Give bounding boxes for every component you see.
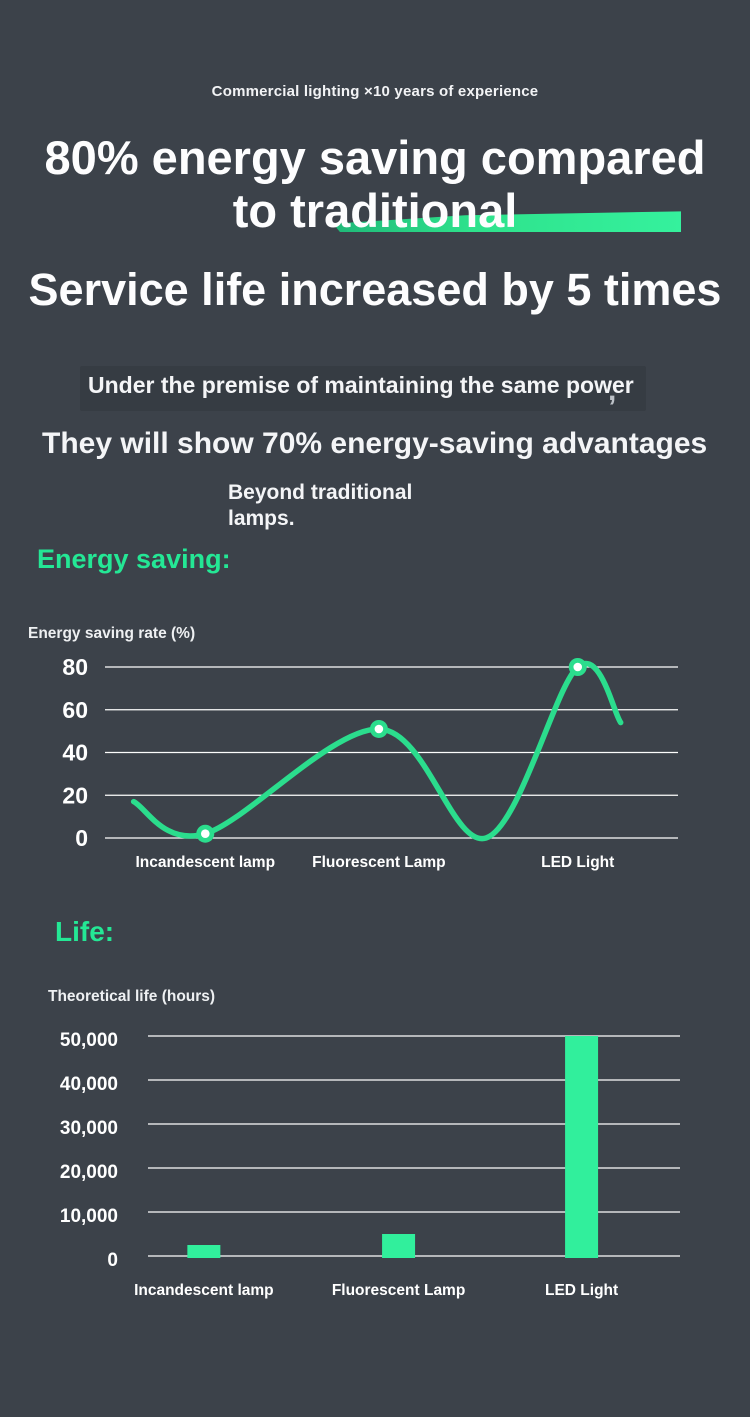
y-tick-label: 0 xyxy=(75,825,88,851)
bar-chart-axis-title: Theoretical life (hours) xyxy=(48,988,216,1005)
y-tick-label: 50,000 xyxy=(60,1030,118,1051)
y-tick-label: 30,000 xyxy=(60,1118,118,1139)
y-tick-label: 20 xyxy=(62,782,88,808)
y-tick-label: 60 xyxy=(62,697,88,723)
premise-comma: , xyxy=(608,374,617,407)
y-tick-label: 40,000 xyxy=(60,1074,118,1095)
beyond-text: Beyond traditional lamps. xyxy=(228,481,413,530)
x-category-label: Fluorescent Lamp xyxy=(312,854,446,871)
life-bar xyxy=(382,1234,416,1258)
x-category-label: LED Light xyxy=(541,854,614,871)
x-category-label: Fluorescent Lamp xyxy=(332,1282,466,1299)
energy-saving-line-chart: 80 60 40 20 0 Incandescent lamp Fluorescent La… xyxy=(62,654,678,871)
x-category-label: Incandescent lamp xyxy=(134,1282,274,1299)
x-category-label: Incandescent lamp xyxy=(136,854,276,871)
y-tick-label: 20,000 xyxy=(60,1162,118,1183)
energy-saving-heading: Energy saving: xyxy=(37,544,231,574)
y-tick-label: 40 xyxy=(62,740,88,766)
x-category-label: LED Light xyxy=(545,1282,618,1299)
curve-marker xyxy=(200,829,210,839)
life-bar xyxy=(187,1245,221,1258)
y-tick-label: 10,000 xyxy=(60,1206,118,1227)
main-headline: 80% energy saving compared to traditiona… xyxy=(0,131,750,237)
line-chart-axis-title: Energy saving rate (%) xyxy=(28,625,196,642)
y-tick-label: 0 xyxy=(107,1250,118,1271)
premise-text: Under the premise of maintaining the sam… xyxy=(80,366,646,411)
curve-marker xyxy=(573,662,583,672)
y-tick-label: 80 xyxy=(62,654,88,680)
secondary-headline: Service life increased by 5 times xyxy=(28,264,722,315)
headline-line2: to traditional xyxy=(232,184,518,237)
life-heading: Life: xyxy=(55,916,115,947)
headline-line1: 80% energy saving compared xyxy=(44,131,706,184)
life-bar xyxy=(565,1036,599,1258)
curve-marker xyxy=(374,724,384,734)
advantage-text: They will show 70% energy-saving advanta… xyxy=(42,427,708,460)
tagline: Commercial lighting ×10 years of experie… xyxy=(211,83,539,100)
life-bar-chart: 50,000 40,000 30,000 20,000 10,000 0 Incandesc… xyxy=(60,1030,680,1299)
energy-curve xyxy=(130,661,624,842)
